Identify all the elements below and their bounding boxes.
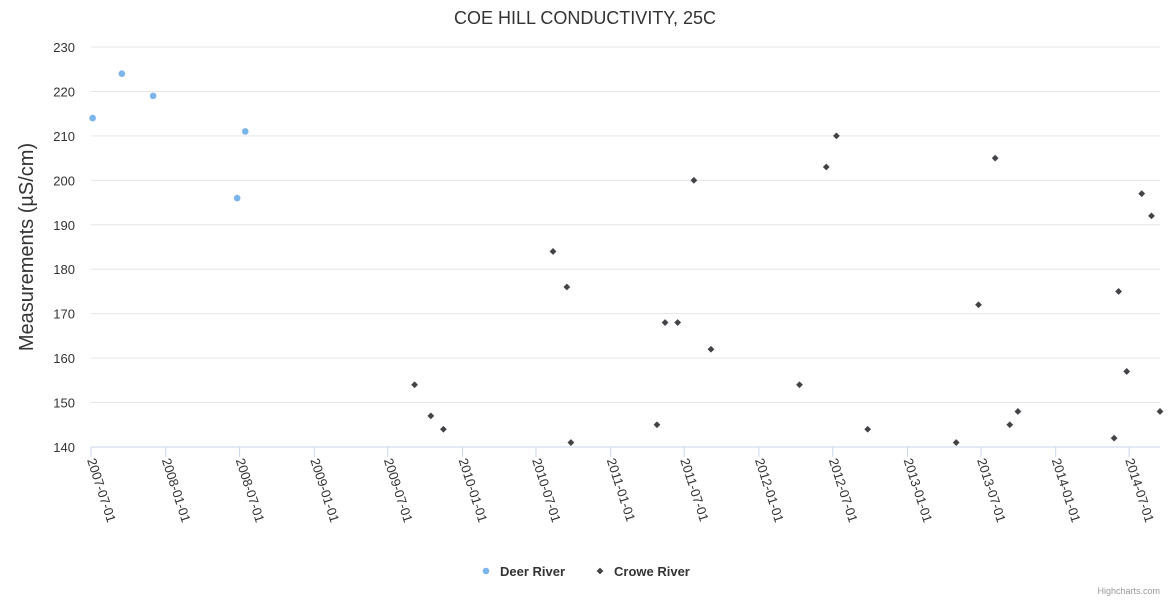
data-point (975, 301, 982, 309)
data-points (89, 70, 1164, 446)
y-tick-label: 200 (53, 173, 75, 188)
x-tick-label: 2014-01-01 (1049, 456, 1084, 524)
legend-item[interactable]: Deer River (482, 564, 565, 579)
x-tick-label: 2013-01-01 (901, 456, 936, 524)
data-point (1115, 288, 1122, 295)
data-point (707, 345, 715, 353)
data-point (796, 381, 803, 389)
y-tick-label: 170 (53, 307, 75, 322)
y-tick-label: 210 (53, 129, 75, 144)
data-point (864, 425, 872, 433)
y-tick-label: 140 (53, 440, 75, 455)
x-tick-label: 2011-07-01 (677, 456, 712, 523)
data-point (833, 132, 840, 140)
data-point (1006, 421, 1014, 429)
data-point (690, 176, 698, 184)
y-tick-label: 190 (53, 218, 75, 233)
x-tick-label: 2009-07-01 (381, 456, 416, 524)
x-tick-label: 2010-01-01 (456, 456, 491, 524)
x-tick-label: 2014-07-01 (1122, 456, 1157, 524)
credits-link[interactable]: Highcharts.com (1097, 586, 1160, 596)
x-tick-label: 2009-01-01 (307, 456, 342, 524)
data-point (411, 381, 418, 389)
data-point (1138, 190, 1146, 198)
y-tick-label: 160 (53, 351, 75, 366)
data-point (149, 92, 157, 100)
y-tick-label: 180 (53, 262, 75, 277)
data-point (233, 194, 241, 202)
x-tick-label: 2008-07-01 (233, 456, 268, 524)
data-point (1014, 408, 1022, 415)
axes: 140 150 160 170 180 190 200 210 220 230 2007-07-01… (53, 40, 1160, 524)
data-point (653, 421, 661, 429)
data-point (118, 70, 126, 77)
data-point (241, 128, 249, 135)
data-point (1148, 212, 1155, 220)
x-tick-label: 2007-07-01 (84, 456, 119, 524)
legend-label: Crowe River (614, 564, 690, 579)
data-point (1156, 408, 1164, 415)
data-point (991, 154, 999, 162)
legend-label: Deer River (500, 564, 565, 579)
data-point (563, 283, 571, 291)
legend-marker (482, 567, 490, 575)
y-tick-label: 230 (53, 40, 75, 55)
data-point (89, 114, 96, 122)
grid-lines (91, 46, 1160, 404)
data-point (427, 412, 435, 420)
legend-item[interactable]: Crowe River (596, 564, 690, 579)
legend-marker (596, 567, 604, 575)
data-point (661, 319, 669, 326)
data-point (674, 319, 682, 326)
data-point (440, 425, 447, 433)
data-point (1110, 434, 1118, 442)
y-tick-label: 220 (53, 84, 75, 99)
x-tick-label: 2013-07-01 (974, 456, 1009, 524)
x-tick-label: 2010-07-01 (529, 456, 564, 524)
x-tick-label: 2012-01-01 (752, 456, 787, 524)
chart-title: COE HILL CONDUCTIVITY, 25C (454, 8, 716, 28)
x-tick-label: 2011-01-01 (604, 456, 639, 523)
x-tick-label: 2012-07-01 (826, 456, 861, 524)
x-tick-label: 2008-01-01 (159, 456, 194, 524)
legend: Deer River Crowe River (482, 564, 690, 579)
data-point (822, 163, 830, 171)
data-point (1123, 368, 1131, 375)
y-tick-label: 150 (53, 396, 75, 411)
data-point (549, 248, 557, 255)
y-axis-title: Measurements (µS/cm) (16, 143, 38, 351)
data-point (567, 439, 575, 446)
data-point (952, 439, 960, 446)
